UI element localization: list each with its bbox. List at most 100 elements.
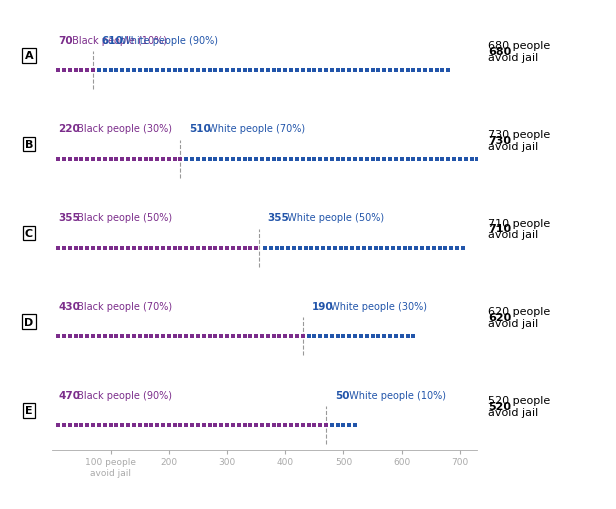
Point bbox=[330, 244, 339, 252]
Point bbox=[65, 155, 75, 163]
Point bbox=[100, 244, 110, 252]
Point bbox=[312, 244, 322, 252]
Point bbox=[391, 155, 401, 163]
Point bbox=[164, 244, 174, 252]
Point bbox=[211, 421, 221, 429]
Point bbox=[117, 421, 127, 429]
Point bbox=[280, 332, 290, 341]
Point bbox=[269, 332, 278, 341]
Text: 730: 730 bbox=[488, 135, 511, 146]
Text: 710 people
avoid jail: 710 people avoid jail bbox=[488, 218, 550, 240]
Point bbox=[100, 155, 110, 163]
Point bbox=[333, 421, 342, 429]
Point bbox=[111, 155, 121, 163]
Point bbox=[257, 332, 267, 341]
Point bbox=[94, 67, 104, 75]
Point bbox=[71, 67, 81, 75]
Point bbox=[309, 67, 319, 75]
Point bbox=[152, 155, 162, 163]
Point bbox=[187, 155, 197, 163]
Point bbox=[211, 155, 221, 163]
Point bbox=[251, 332, 261, 341]
Point bbox=[397, 332, 407, 341]
Point bbox=[263, 332, 273, 341]
Point bbox=[152, 67, 162, 75]
Point bbox=[245, 155, 255, 163]
Point bbox=[286, 332, 296, 341]
Point bbox=[216, 421, 226, 429]
Point bbox=[216, 155, 226, 163]
Point bbox=[106, 244, 116, 252]
Point bbox=[193, 244, 203, 252]
Point bbox=[216, 67, 226, 75]
Text: E: E bbox=[25, 406, 33, 416]
Point bbox=[344, 332, 354, 341]
Text: 520: 520 bbox=[488, 401, 511, 411]
Point bbox=[333, 155, 342, 163]
Point bbox=[269, 155, 278, 163]
Point bbox=[240, 155, 249, 163]
Point bbox=[304, 421, 314, 429]
Point bbox=[228, 244, 238, 252]
Text: Black people (30%): Black people (30%) bbox=[74, 124, 172, 134]
Point bbox=[275, 67, 285, 75]
Point bbox=[444, 155, 453, 163]
Point bbox=[292, 155, 302, 163]
Point bbox=[385, 155, 395, 163]
Point bbox=[228, 332, 238, 341]
Point bbox=[176, 421, 185, 429]
Point bbox=[336, 244, 346, 252]
Point bbox=[135, 421, 145, 429]
Point bbox=[403, 67, 413, 75]
Point bbox=[414, 155, 424, 163]
Text: 520 people
avoid jail: 520 people avoid jail bbox=[488, 395, 550, 417]
Point bbox=[286, 67, 296, 75]
Point bbox=[147, 244, 156, 252]
Point bbox=[373, 155, 383, 163]
Point bbox=[222, 244, 232, 252]
Text: White people (50%): White people (50%) bbox=[284, 213, 384, 223]
Text: 510: 510 bbox=[189, 124, 211, 134]
Point bbox=[275, 155, 285, 163]
Point bbox=[240, 244, 249, 252]
Point bbox=[304, 155, 314, 163]
Point bbox=[71, 332, 81, 341]
Point bbox=[100, 332, 110, 341]
Point bbox=[53, 244, 63, 252]
Point bbox=[373, 67, 383, 75]
Point bbox=[169, 244, 179, 252]
Point bbox=[321, 421, 331, 429]
Point bbox=[275, 332, 285, 341]
Point bbox=[327, 332, 337, 341]
Point bbox=[187, 67, 197, 75]
Point bbox=[59, 155, 69, 163]
Text: 430: 430 bbox=[58, 301, 80, 312]
Point bbox=[351, 67, 360, 75]
Point bbox=[458, 244, 468, 252]
Point bbox=[140, 67, 150, 75]
Point bbox=[65, 421, 75, 429]
Point bbox=[211, 244, 221, 252]
Point bbox=[344, 421, 354, 429]
Point bbox=[333, 332, 342, 341]
Point bbox=[169, 67, 179, 75]
Point bbox=[59, 244, 69, 252]
Point bbox=[379, 67, 389, 75]
Point bbox=[169, 421, 179, 429]
Point bbox=[307, 244, 317, 252]
Point bbox=[140, 421, 150, 429]
Point bbox=[53, 67, 63, 75]
Point bbox=[205, 421, 214, 429]
Point bbox=[327, 155, 337, 163]
Point bbox=[123, 421, 133, 429]
Point bbox=[368, 155, 378, 163]
Point bbox=[280, 421, 290, 429]
Point bbox=[426, 155, 436, 163]
Point bbox=[379, 155, 389, 163]
Point bbox=[446, 244, 456, 252]
Point bbox=[298, 67, 307, 75]
Point bbox=[152, 332, 162, 341]
Point bbox=[452, 244, 462, 252]
Point bbox=[309, 421, 319, 429]
Point bbox=[304, 67, 314, 75]
